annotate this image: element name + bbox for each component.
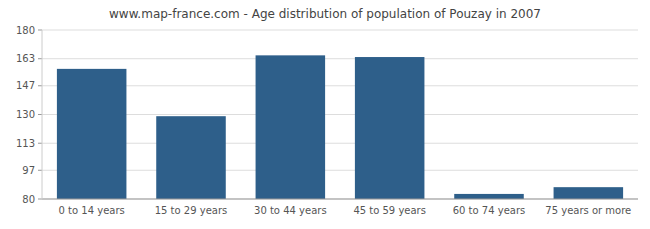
x-tick-label: 15 to 29 years [155,205,228,216]
grid-line [42,170,638,171]
bars [57,55,623,199]
chart-svg: www.map-france.com - Age distribution of… [0,0,650,229]
grid-line [42,114,638,115]
bar [554,187,624,199]
chart-title: www.map-france.com - Age distribution of… [109,7,541,21]
y-tick [38,114,42,115]
y-axis [42,30,43,199]
y-tick-label: 180 [16,25,35,36]
x-axis [42,199,638,200]
y-tick [38,58,42,59]
x-tick-label: 45 to 59 years [353,205,426,216]
x-tick-label: 0 to 14 years [59,205,125,216]
y-tick [38,85,42,86]
bar [57,69,127,199]
x-tick-label: 60 to 74 years [453,205,526,216]
y-tick-label: 163 [16,53,35,64]
y-tick [38,170,42,171]
grid-line [42,143,638,144]
grid-line [42,85,638,86]
chart-container: www.map-france.com - Age distribution of… [0,0,650,229]
bar [355,57,425,199]
bar [256,55,326,199]
grid-line [42,30,638,31]
grid-line [42,58,638,59]
x-tick-label: 30 to 44 years [254,205,327,216]
y-tick [38,199,42,200]
grid-line [42,199,638,200]
y-tick-label: 97 [22,165,35,176]
bar [156,116,226,199]
y-tick-label: 113 [16,138,35,149]
grid [42,30,638,199]
bar [454,194,524,199]
y-tick-label: 130 [16,109,35,120]
y-tick [38,30,42,31]
x-tick-label: 75 years or more [545,205,631,216]
y-tick-label: 147 [16,80,35,91]
y-tick [38,143,42,144]
y-tick-label: 80 [22,194,35,205]
